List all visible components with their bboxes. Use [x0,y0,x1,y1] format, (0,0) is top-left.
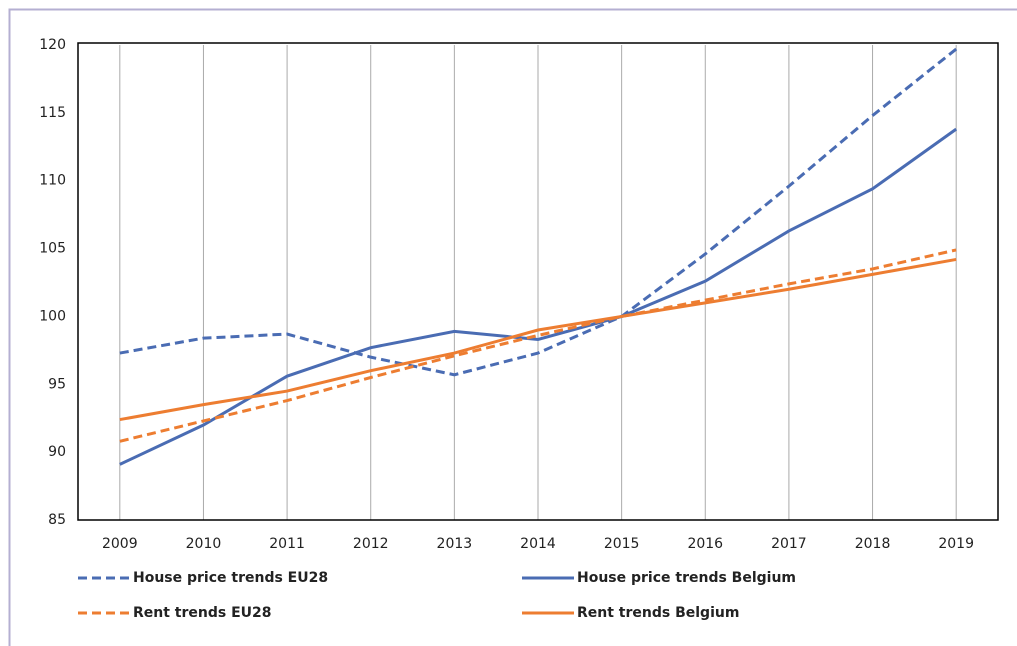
x-tick-label: 2018 [855,536,891,552]
x-tick-label: 2014 [520,536,556,552]
y-tick-label: 85 [48,512,66,528]
legend-label: Rent trends Belgium [577,605,739,621]
x-tick-label: 2019 [938,536,974,552]
x-tick-label: 2012 [353,536,389,552]
y-tick-label: 90 [48,444,66,460]
frame [8,8,1017,646]
y-tick-label: 120 [39,37,66,53]
y-tick-label: 110 [39,173,66,189]
x-tick-label: 2017 [771,536,807,552]
plot-border [77,42,999,521]
x-tick-label: 2013 [437,536,473,552]
y-tick-label: 115 [39,105,66,121]
legend-label: House price trends EU28 [133,570,328,586]
legend-label: Rent trends EU28 [133,605,272,621]
x-tick-label: 2010 [186,536,222,552]
x-tick-label: 2016 [687,536,723,552]
x-tick-label: 2011 [269,536,305,552]
series-line [119,248,957,443]
series-line [119,47,958,377]
y-tick-label: 95 [48,376,66,392]
y-tick-label: 105 [39,241,66,257]
series-line [119,257,957,422]
series-line [119,127,958,466]
legend-label: House price trends Belgium [577,570,796,586]
y-tick-label: 100 [39,308,66,324]
x-tick-label: 2015 [604,536,640,552]
x-tick-label: 2009 [102,536,138,552]
